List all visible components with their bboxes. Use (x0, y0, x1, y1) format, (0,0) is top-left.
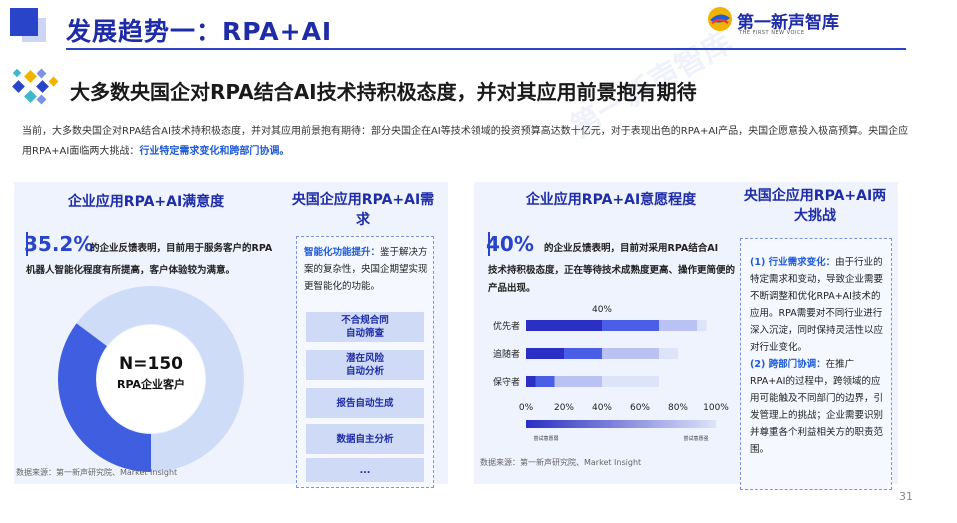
x-tick-label: 0% (519, 403, 534, 413)
bar-segment (659, 320, 697, 331)
page-title: 发展趋势一：RPA+AI (66, 17, 333, 46)
demand-text: 智能化功能提升：鉴于解决方案的复杂性，央国企期望实现更智能化的功能。 (304, 244, 428, 295)
bar-segment (526, 320, 602, 331)
x-tick-label: 100% (703, 403, 729, 413)
diamond-cluster-icon (12, 68, 59, 105)
satisfaction-desc: 的企业反馈表明，目前用于服务客户的RPA (90, 243, 273, 254)
data-source: 数据来源：第一新声研究院、Market Insight (16, 468, 178, 477)
bar-segment (535, 376, 555, 387)
header-divider (66, 48, 906, 50)
legend-gradient (526, 420, 716, 428)
x-tick-label: 20% (554, 403, 574, 413)
bar-segment (602, 348, 659, 359)
page-number: 31 (899, 490, 913, 503)
sample-caption: RPA企业客户 (116, 378, 186, 391)
legend-right-label: 尝试意愿强 (683, 435, 708, 442)
brand-logo: 第一新声智库 THE FIRST NEW VOICE (707, 6, 887, 36)
section-heading: 大多数央国企对RPA结合AI技术持积极态度，并对其应用前景抱有期待 (70, 80, 697, 104)
accent-bar (26, 232, 28, 256)
challenges-text: (1) 行业需求变化：由于行业的特定需求和变动，导致企业需要不断调整和优化RPA… (750, 254, 886, 458)
demand-item: 数据自主分析 (306, 424, 424, 454)
demand-title: 央国企应用RPA+AI需求 (291, 192, 435, 228)
category-label: 追随者 (493, 348, 520, 360)
demand-item: 报告自动生成 (306, 388, 424, 418)
satisfaction-title: 企业应用RPA+AI满意度 (67, 194, 225, 210)
intro-highlight: 行业特定需求变化和跨部门协调。 (139, 146, 290, 157)
data-source: 数据来源：第一新声研究院、Market Insight (480, 458, 642, 467)
legend-left-label: 尝试意愿弱 (533, 435, 558, 442)
willingness-desc: 的企业反馈表明，目前对采用RPA结合AI (544, 243, 719, 254)
challenges-title: 央国企应用RPA+AI两大挑战 (743, 188, 887, 224)
bar-segment (554, 376, 602, 387)
demand-body: 鉴于解决方案的复杂性，央国企期望实现更智能化的功能。 (304, 247, 428, 292)
header-decoration (10, 8, 38, 36)
demand-item: ... (306, 458, 424, 482)
challenge-1-lead: (1) 行业需求变化： (750, 257, 836, 268)
satisfaction-percent: 35.2% (24, 232, 94, 256)
bar-segment (659, 348, 678, 359)
challenge-2-body: 在推广RPA+AI的过程中，跨领域的应用可能触及不同部门的边界，引发管理上的挑战… (750, 359, 884, 455)
bar-segment (602, 376, 659, 387)
intro-paragraph: 当前，大多数央国企对RPA结合AI技术持积极态度，并对其应用前景抱有期待：部分央… (22, 122, 917, 162)
intro-text: 当前，大多数央国企对RPA结合AI技术持积极态度，并对其应用前景抱有期待：部分央… (22, 126, 909, 157)
sample-size: N=150 (119, 354, 183, 374)
challenge-2-lead: (2) 跨部门协调： (750, 359, 826, 370)
logo-icon (708, 7, 732, 31)
bar-segment (564, 348, 602, 359)
chart-annotation: 40% (592, 305, 612, 315)
satisfaction-desc-2: 机器人智能化程度有所提高，客户体验较为满意。 (26, 265, 236, 276)
willingness-desc-2: 技术持积极态度，正在等待技术成熟度更高、操作更简便的产品出现。 (488, 265, 736, 294)
demand-item: 不合规合同 自动筛查 (306, 312, 424, 342)
satisfaction-donut-chart (58, 286, 244, 472)
accent-bar (488, 232, 490, 256)
x-tick-label: 80% (668, 403, 688, 413)
willingness-title: 企业应用RPA+AI意愿程度 (525, 192, 697, 208)
bar-segment (602, 320, 659, 331)
brand-subtitle: THE FIRST NEW VOICE (739, 30, 805, 36)
bar-segment (697, 320, 707, 331)
challenges-box (740, 238, 892, 490)
demand-lead: 智能化功能提升： (304, 247, 381, 258)
bar-segment (526, 348, 564, 359)
donut-value-arc (58, 286, 244, 472)
category-label: 优先者 (493, 320, 520, 332)
category-label: 保守者 (493, 376, 520, 388)
bar-segment (526, 376, 536, 387)
brand-name: 第一新声智库 (737, 13, 839, 33)
x-tick-label: 40% (592, 403, 612, 413)
x-tick-label: 60% (630, 403, 650, 413)
donut-hole (97, 325, 205, 433)
willingness-percent: 40% (486, 232, 534, 256)
challenge-1-body: 由于行业的特定需求和变动，导致企业需要不断调整和优化RPA+AI技术的应用。RP… (750, 257, 884, 353)
demand-item: 潜在风险 自动分析 (306, 350, 424, 380)
